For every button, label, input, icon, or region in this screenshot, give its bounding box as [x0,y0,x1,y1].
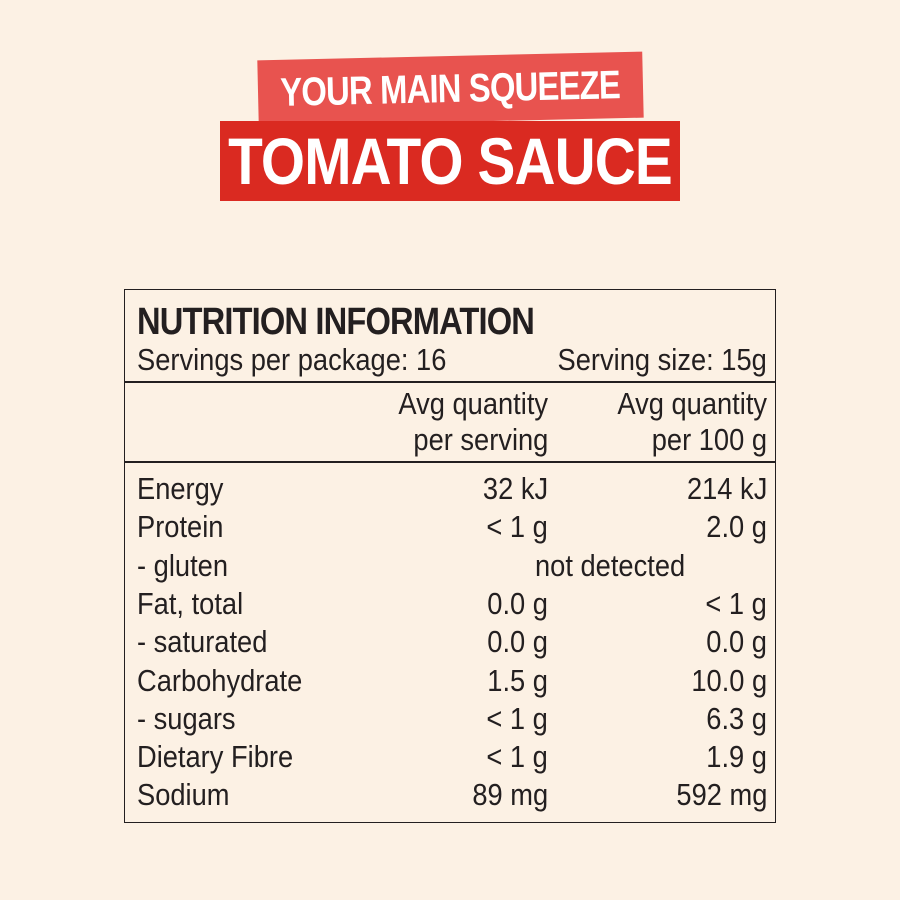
row-per-serving: 89 mg [472,777,548,813]
servings-per-package: Servings per package: 16 [137,342,447,377]
divider [125,381,775,383]
row-label: Carbohydrate [137,662,303,698]
nutrition-panel: NUTRITION INFORMATION Servings per packa… [124,289,776,823]
row-label: Energy [137,471,224,506]
serving-size: Serving size: 15g [557,342,767,377]
row-label: - gluten [137,547,228,583]
row-per-serving: < 1 g [486,700,548,736]
row-per-serving: 0.0 g [487,585,548,621]
row-label: Fat, total [137,585,244,621]
row-label: - sugars [137,700,236,736]
row-label: Dietary Fibre [137,739,294,775]
row-label: - saturated [137,624,268,660]
row-per-serving: < 1 g [486,739,548,775]
product-banner: TOMATO SAUCE [220,121,680,201]
row-per-serving: 1.5 g [487,662,548,698]
product-name: TOMATO SAUCE [228,124,673,198]
col2-header-line1: Avg quantity [617,386,767,421]
row-per-100g: 6.3 g [706,700,767,736]
row-per-100g: < 1 g [705,585,767,621]
row-label: Protein [137,509,224,545]
row-label: Sodium [137,777,230,813]
row-per-serving: < 1 g [486,509,548,545]
divider [125,461,775,463]
row-combined-value: not detected [535,547,686,583]
tagline-banner: YOUR MAIN SQUEEZE [257,51,644,127]
row-per-100g: 592 mg [676,777,767,813]
row-per-100g: 2.0 g [706,509,767,545]
row-per-serving: 0.0 g [487,624,548,660]
tagline: YOUR MAIN SQUEEZE [280,62,621,115]
row-per-100g: 214 kJ [686,471,767,506]
row-per-100g: 10.0 g [691,662,767,698]
col1-header-line1: Avg quantity [398,386,548,421]
col1-header-line2: per serving [413,422,548,457]
panel-title: NUTRITION INFORMATION [137,301,535,343]
row-per-100g: 1.9 g [706,739,767,775]
row-per-100g: 0.0 g [706,624,767,660]
col2-header-line2: per 100 g [651,422,767,457]
row-per-serving: 32 kJ [482,471,548,506]
